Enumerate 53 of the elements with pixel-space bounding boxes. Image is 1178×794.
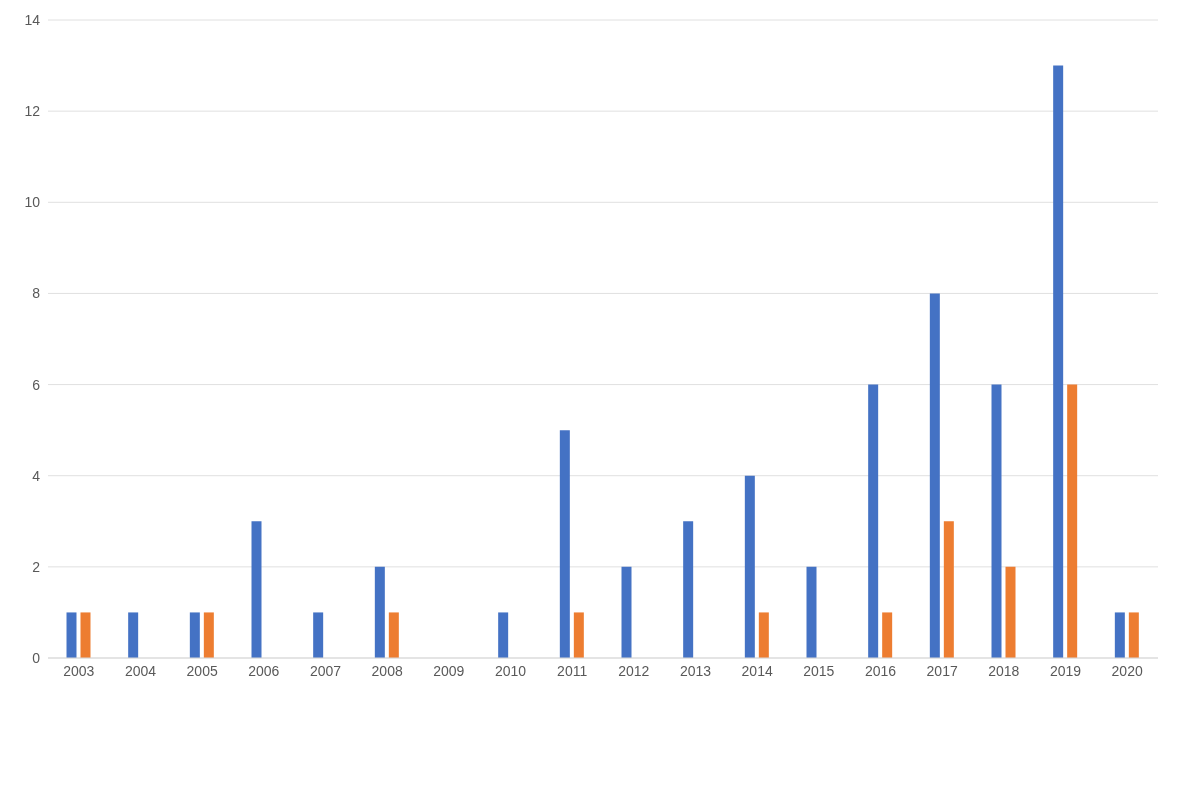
x-tick-label: 2005: [186, 662, 218, 679]
x-tick-label: 2020: [1111, 662, 1143, 679]
x-tick-label: 2010: [494, 662, 527, 679]
x-tick-label: 2007: [309, 662, 342, 679]
y-tick-label: 12: [24, 103, 41, 120]
bar: [559, 430, 570, 658]
bar: [868, 384, 879, 658]
x-tick-label: 2004: [124, 662, 157, 679]
y-tick-label: 10: [24, 194, 41, 211]
x-tick-label: 2014: [741, 662, 773, 679]
bar: [929, 293, 940, 658]
bar: [744, 475, 755, 658]
bar: [189, 612, 200, 658]
y-tick-label: 0: [32, 649, 41, 666]
x-tick-label: 2011: [557, 662, 588, 679]
x-tick-label: 2012: [618, 662, 650, 679]
x-tick-label: 2018: [988, 662, 1020, 679]
bar: [66, 612, 77, 658]
x-tick-label: 2003: [63, 662, 95, 679]
bar: [251, 521, 262, 658]
bar: [388, 612, 399, 658]
x-tick-label: 2008: [371, 662, 403, 679]
bar: [882, 612, 893, 658]
bar: [1128, 612, 1139, 658]
bar: [374, 566, 385, 658]
bar: [80, 612, 91, 658]
bar: [943, 521, 954, 658]
x-tick-label: 2017: [926, 662, 958, 679]
y-tick-label: 6: [32, 376, 41, 393]
y-tick-label: 2: [32, 558, 41, 575]
y-tick-label: 8: [32, 285, 41, 302]
bar: [573, 612, 584, 658]
x-tick-label: 2016: [864, 662, 897, 679]
bar: [1067, 384, 1078, 658]
x-tick-label: 2015: [803, 662, 835, 679]
x-tick-label: 2009: [433, 662, 465, 679]
bar: [203, 612, 214, 658]
x-tick-label: 2006: [248, 662, 280, 679]
x-tick-label: 2019: [1049, 662, 1082, 679]
bar: [683, 521, 694, 658]
bar: [1114, 612, 1125, 658]
bar: [128, 612, 139, 658]
bar: [758, 612, 769, 658]
y-tick-label: 14: [24, 11, 41, 28]
y-tick-label: 4: [32, 467, 41, 484]
bar: [991, 384, 1002, 658]
x-tick-label: 2013: [679, 662, 712, 679]
bar: [621, 566, 632, 658]
bar: [313, 612, 324, 658]
bar: [806, 566, 817, 658]
bar: [1053, 65, 1064, 658]
bar: [1005, 566, 1016, 658]
bar: [498, 612, 509, 658]
